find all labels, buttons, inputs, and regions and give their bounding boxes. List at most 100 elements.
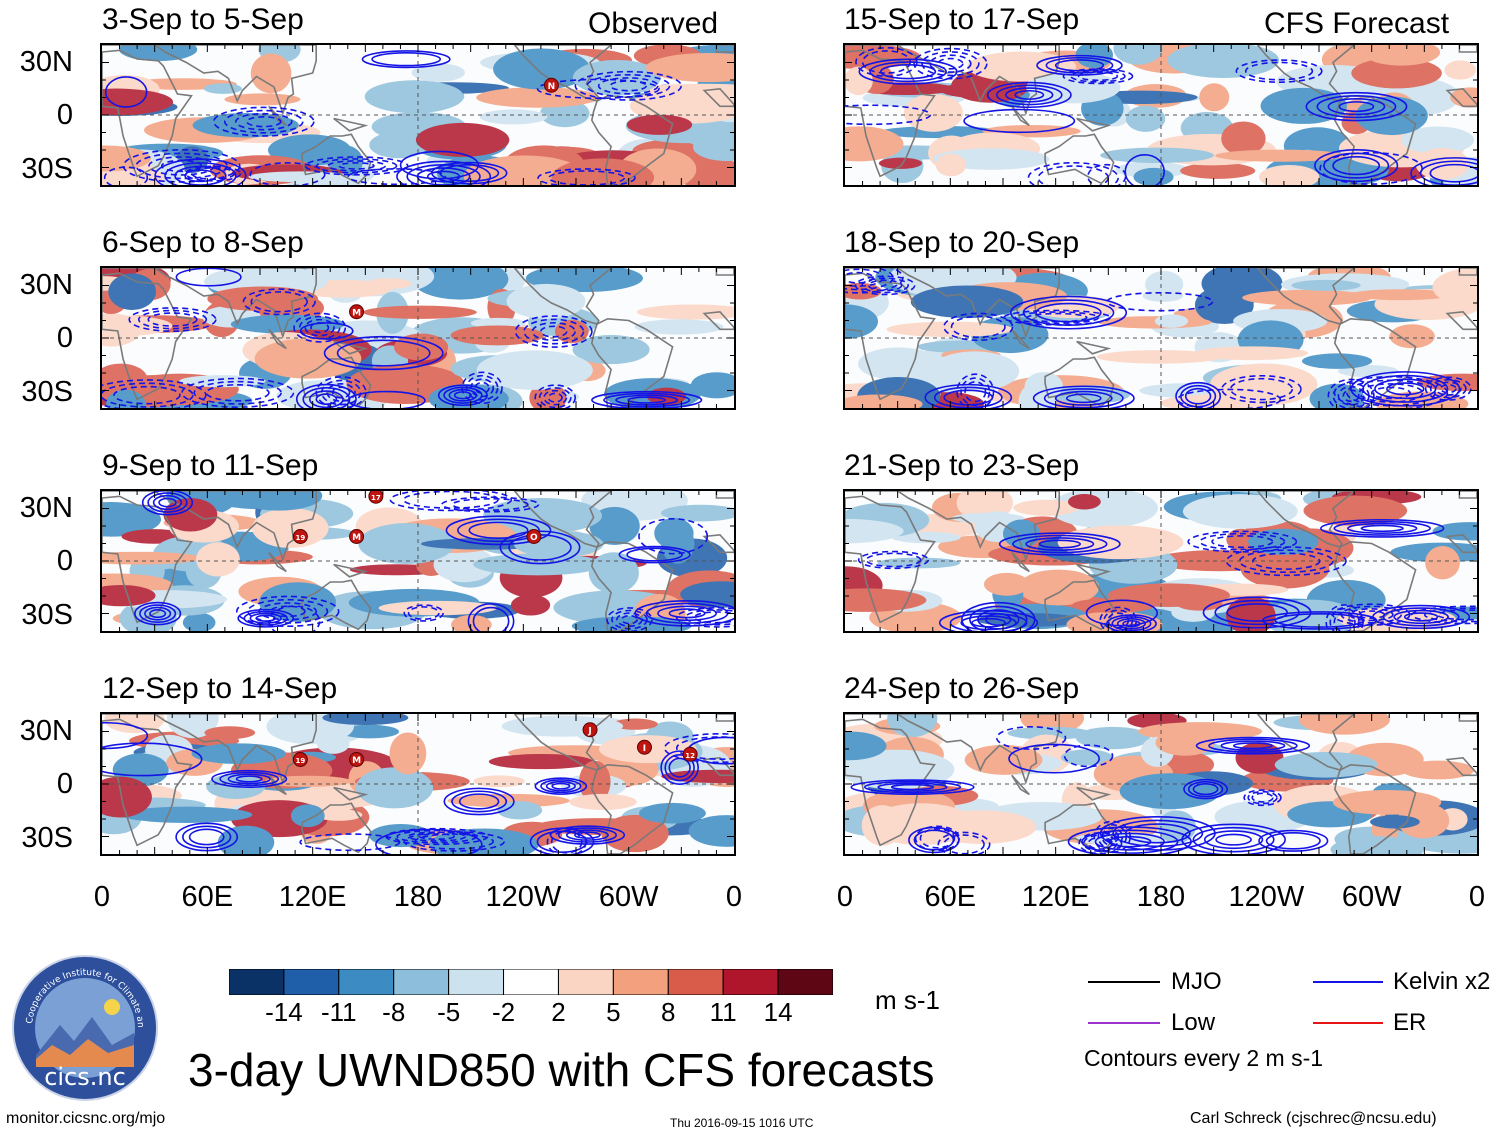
kelvin-contour bbox=[1192, 783, 1219, 796]
lat-label: 30N bbox=[19, 46, 73, 78]
anomaly-shading bbox=[845, 268, 1477, 408]
storm-marker: M bbox=[349, 752, 365, 767]
kelvin-contour bbox=[1180, 384, 1217, 408]
coastlines bbox=[102, 45, 734, 185]
anomaly-cell bbox=[447, 793, 570, 808]
coastlines bbox=[845, 268, 1477, 408]
anomaly-cell bbox=[1113, 45, 1163, 65]
storm-label: 12 bbox=[685, 752, 695, 760]
kelvin-contour bbox=[1063, 744, 1114, 768]
coastline bbox=[1445, 533, 1477, 554]
kelvin-contours bbox=[134, 491, 734, 631]
coastline bbox=[1445, 756, 1477, 777]
kelvin-contour bbox=[399, 150, 480, 180]
map-plot: J I 12 19 M bbox=[102, 714, 734, 854]
kelvin-contour bbox=[407, 606, 440, 621]
kelvin-contour bbox=[1429, 163, 1477, 183]
kelvin-contour bbox=[389, 491, 513, 512]
kelvin-contour bbox=[327, 160, 387, 172]
panel-title-left-4: 12-Sep to 14-Sep bbox=[102, 672, 338, 705]
kelvin-contour bbox=[347, 168, 447, 185]
anomaly-cell bbox=[192, 113, 299, 138]
anomaly-cell bbox=[1007, 726, 1092, 740]
kelvin-contour bbox=[1009, 295, 1128, 330]
footer-url[interactable]: monitor.cicsnc.org/mjo bbox=[6, 1110, 166, 1127]
kelvin-contour bbox=[857, 550, 930, 570]
anomaly-cell bbox=[1432, 268, 1477, 306]
kelvin-contour bbox=[227, 773, 271, 785]
coastline bbox=[590, 763, 674, 854]
kelvin-contour bbox=[913, 47, 988, 80]
anomaly-cell bbox=[510, 594, 551, 616]
kelvin-contour bbox=[514, 315, 593, 348]
anomaly-cell bbox=[1389, 324, 1435, 349]
kelvin-contour bbox=[1214, 599, 1300, 626]
map-plot bbox=[845, 268, 1477, 408]
kelvin-contour bbox=[867, 279, 903, 292]
coastline bbox=[1333, 540, 1417, 631]
map-panel-observed-3: 17 19 M O bbox=[100, 489, 736, 633]
kelvin-contour bbox=[574, 70, 682, 101]
kelvin-contour bbox=[338, 162, 375, 170]
anomaly-cell bbox=[636, 304, 734, 320]
legend-line-mjo bbox=[1088, 981, 1160, 983]
kelvin-contour bbox=[547, 392, 563, 403]
kelvin-contour bbox=[223, 109, 304, 134]
kelvin-contours bbox=[845, 46, 1477, 185]
coastline bbox=[513, 45, 613, 102]
kelvin-contour bbox=[1085, 599, 1158, 627]
anomaly-cell bbox=[1194, 346, 1308, 361]
anomaly-cell bbox=[1221, 121, 1266, 156]
kelvin-contour bbox=[1008, 743, 1100, 774]
anomaly-cell bbox=[686, 123, 734, 151]
coastline bbox=[1011, 328, 1030, 350]
anomaly-cell bbox=[1303, 495, 1408, 526]
anomaly-cell bbox=[891, 531, 961, 544]
kelvin-contour bbox=[219, 771, 280, 787]
lat-label: 0 bbox=[56, 99, 73, 131]
kelvin-contour bbox=[1099, 815, 1216, 851]
kelvin-contour bbox=[1037, 165, 1110, 185]
kelvin-contour bbox=[461, 371, 503, 405]
axis-ticks bbox=[845, 45, 1477, 185]
kelvin-contour bbox=[536, 78, 660, 100]
colorbar-label: -14 bbox=[265, 997, 303, 1027]
anomaly-cell bbox=[1182, 494, 1298, 529]
kelvin-contour bbox=[184, 169, 217, 183]
kelvin-contour bbox=[1175, 381, 1222, 408]
kelvin-contour bbox=[969, 605, 1028, 631]
kelvin-contour bbox=[174, 165, 227, 185]
anomaly-cell bbox=[163, 497, 218, 532]
kelvin-contour bbox=[402, 491, 499, 509]
map-plot bbox=[845, 491, 1477, 631]
kelvin-contour bbox=[1382, 607, 1460, 627]
kelvin-contour bbox=[375, 828, 483, 854]
kelvin-contours bbox=[850, 726, 1329, 854]
kelvin-contour bbox=[403, 604, 444, 622]
kelvin-contour bbox=[1045, 56, 1114, 74]
kelvin-contour bbox=[668, 757, 691, 778]
kelvin-contour bbox=[1199, 532, 1286, 551]
kelvin-contour bbox=[546, 826, 587, 854]
kelvin-contour bbox=[565, 829, 609, 841]
anomaly-cell bbox=[235, 491, 323, 511]
kelvin-contour bbox=[1411, 605, 1477, 625]
kelvin-contour bbox=[104, 76, 148, 108]
coastline bbox=[1256, 45, 1356, 102]
legend-line-low bbox=[1088, 1022, 1160, 1024]
lon-label: 0 bbox=[1468, 881, 1486, 913]
kelvin-contour bbox=[557, 827, 617, 843]
colorbar-label: 11 bbox=[709, 997, 737, 1027]
storm-label: 19 bbox=[296, 534, 306, 542]
storm-label: M bbox=[352, 308, 361, 318]
kelvin-contour bbox=[237, 608, 295, 628]
kelvin-contour bbox=[451, 498, 529, 511]
kelvin-contour bbox=[1211, 535, 1274, 549]
kelvin-contour bbox=[1070, 69, 1126, 83]
coastline bbox=[102, 495, 193, 624]
storm-label: 19 bbox=[296, 757, 306, 765]
anomaly-cell bbox=[411, 63, 465, 82]
kelvin-contour bbox=[1183, 778, 1229, 800]
kelvin-contour bbox=[863, 780, 962, 794]
anomaly-cell bbox=[1067, 493, 1101, 510]
